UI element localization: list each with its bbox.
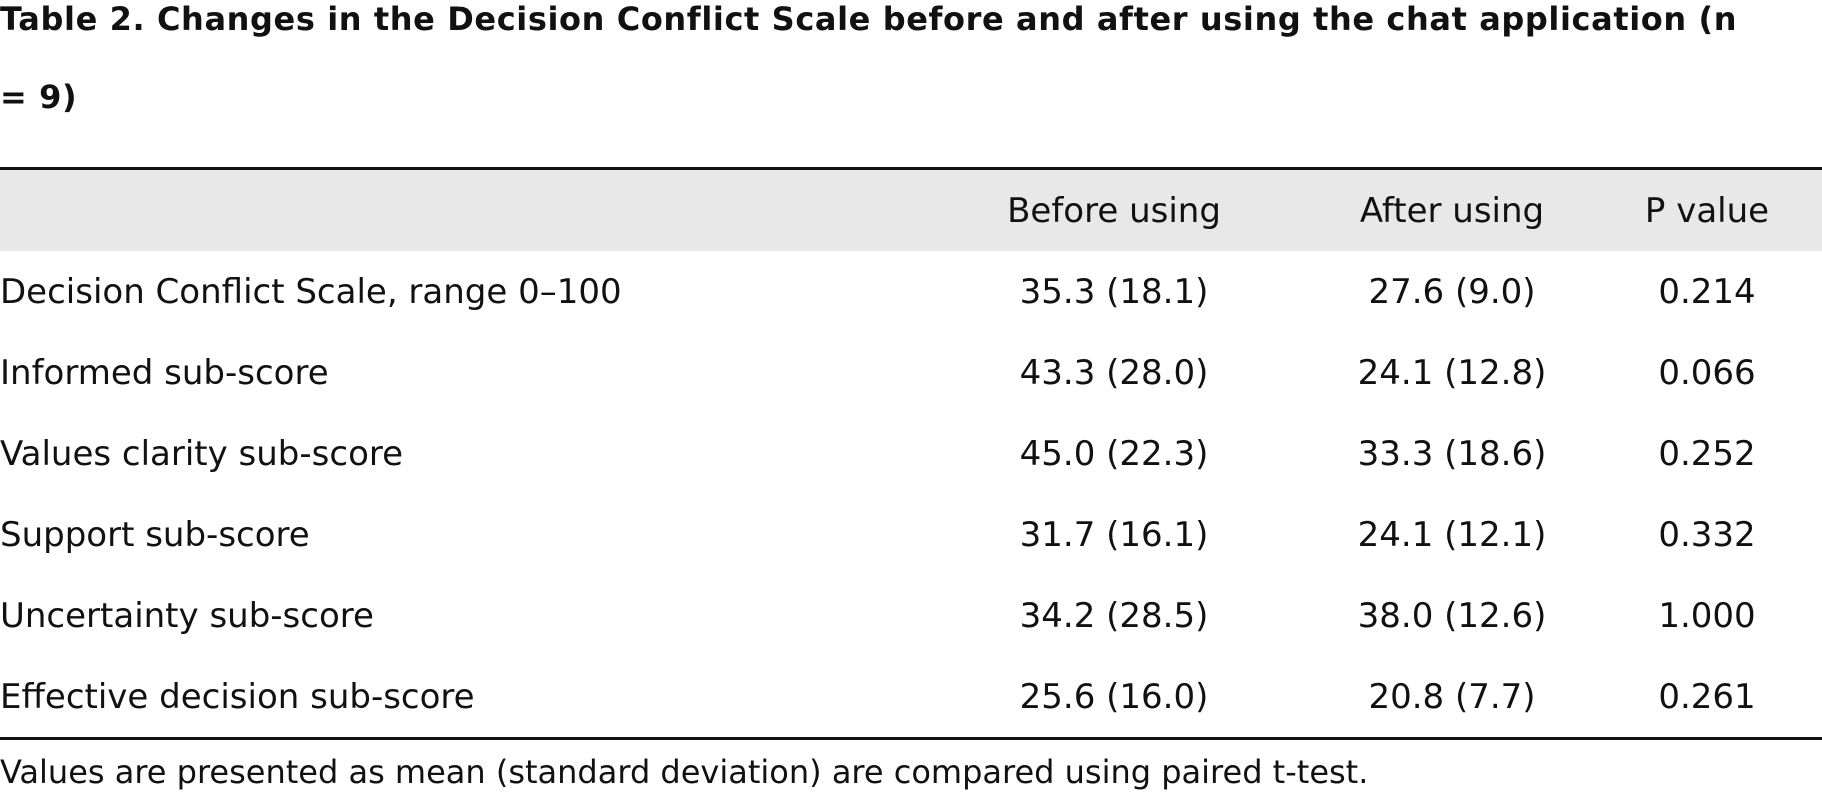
table-row: Informed sub-score 43.3 (28.0) 24.1 (12.… [0, 332, 1822, 413]
table-caption-line-2: = 9) [0, 78, 78, 116]
after-value: 20.8 (7.7) [1312, 656, 1592, 740]
after-value: 24.1 (12.8) [1357, 352, 1547, 393]
p-value: 0.214 [1658, 271, 1756, 312]
row-label: Uncertainty sub-score [0, 595, 374, 636]
before-value: 34.2 (28.5) [1019, 595, 1209, 636]
table-row: Effective decision sub-score 25.6 (16.0)… [0, 656, 1822, 740]
table-row: Values clarity sub-score 45.0 (22.3) 33.… [0, 413, 1822, 494]
table-footnote: Values are presented as mean (standard d… [0, 753, 1369, 791]
header-cell-p-value: P value [1592, 167, 1822, 251]
before-value: 43.3 (28.0) [1019, 352, 1209, 393]
row-label: Informed sub-score [0, 352, 329, 393]
p-value: 0.066 [1658, 352, 1756, 393]
row-label: Values clarity sub-score [0, 433, 404, 474]
results-table-container: Before using After using P value Decisio… [0, 167, 1822, 740]
after-value: 33.3 (18.6) [1357, 433, 1547, 474]
before-value: 25.6 (16.0) [916, 656, 1312, 740]
table-row: Uncertainty sub-score 34.2 (28.5) 38.0 (… [0, 575, 1822, 656]
results-table: Before using After using P value Decisio… [0, 167, 1822, 740]
before-value: 35.3 (18.1) [1019, 271, 1209, 312]
p-value: 0.332 [1658, 514, 1756, 555]
header-row: Before using After using P value [0, 167, 1822, 251]
before-value: 45.0 (22.3) [1019, 433, 1209, 474]
row-label: Support sub-score [0, 514, 310, 555]
table-row: Decision Conflict Scale, range 0–100 35.… [0, 251, 1822, 332]
after-value: 24.1 (12.1) [1357, 514, 1547, 555]
before-value: 31.7 (16.1) [1019, 514, 1209, 555]
header-cell-after-using: After using [1312, 167, 1592, 251]
table-row: Support sub-score 31.7 (16.1) 24.1 (12.1… [0, 494, 1822, 575]
table-caption-line-1: Table 2. Changes in the Decision Conflic… [0, 0, 1738, 38]
p-value: 0.261 [1592, 656, 1822, 740]
after-value: 38.0 (12.6) [1357, 595, 1547, 636]
p-value: 1.000 [1658, 595, 1756, 636]
row-label: Decision Conflict Scale, range 0–100 [0, 271, 622, 312]
table-caption: Table 2. Changes in the Decision Conflic… [0, 0, 1822, 116]
table-header: Before using After using P value [0, 167, 1822, 251]
p-value: 0.252 [1658, 433, 1756, 474]
table-body: Decision Conflict Scale, range 0–100 35.… [0, 251, 1822, 740]
after-value: 27.6 (9.0) [1368, 271, 1536, 312]
header-cell-before-using: Before using [916, 167, 1312, 251]
row-label: Effective decision sub-score [0, 656, 916, 740]
header-cell-label [0, 167, 916, 251]
